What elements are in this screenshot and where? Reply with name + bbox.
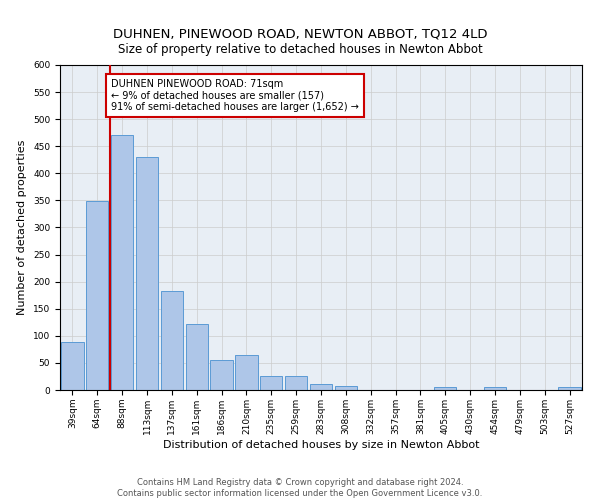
Text: Contains HM Land Registry data © Crown copyright and database right 2024.
Contai: Contains HM Land Registry data © Crown c…: [118, 478, 482, 498]
Bar: [434, 388, 457, 390]
Bar: [136, 157, 158, 390]
Bar: [235, 355, 257, 390]
Bar: [61, 342, 83, 390]
Y-axis label: Number of detached properties: Number of detached properties: [17, 140, 28, 315]
Bar: [111, 136, 133, 390]
Bar: [211, 360, 233, 390]
Text: Size of property relative to detached houses in Newton Abbot: Size of property relative to detached ho…: [118, 42, 482, 56]
Bar: [185, 324, 208, 390]
Bar: [310, 384, 332, 390]
Bar: [86, 202, 109, 390]
Bar: [285, 376, 307, 390]
Text: DUHNEN PINEWOOD ROAD: 71sqm
← 9% of detached houses are smaller (157)
91% of sem: DUHNEN PINEWOOD ROAD: 71sqm ← 9% of deta…: [111, 78, 359, 112]
Bar: [260, 376, 283, 390]
X-axis label: Distribution of detached houses by size in Newton Abbot: Distribution of detached houses by size …: [163, 440, 479, 450]
Bar: [484, 388, 506, 390]
Bar: [161, 292, 183, 390]
Bar: [559, 388, 581, 390]
Bar: [335, 386, 357, 390]
Text: DUHNEN, PINEWOOD ROAD, NEWTON ABBOT, TQ12 4LD: DUHNEN, PINEWOOD ROAD, NEWTON ABBOT, TQ1…: [113, 28, 487, 40]
